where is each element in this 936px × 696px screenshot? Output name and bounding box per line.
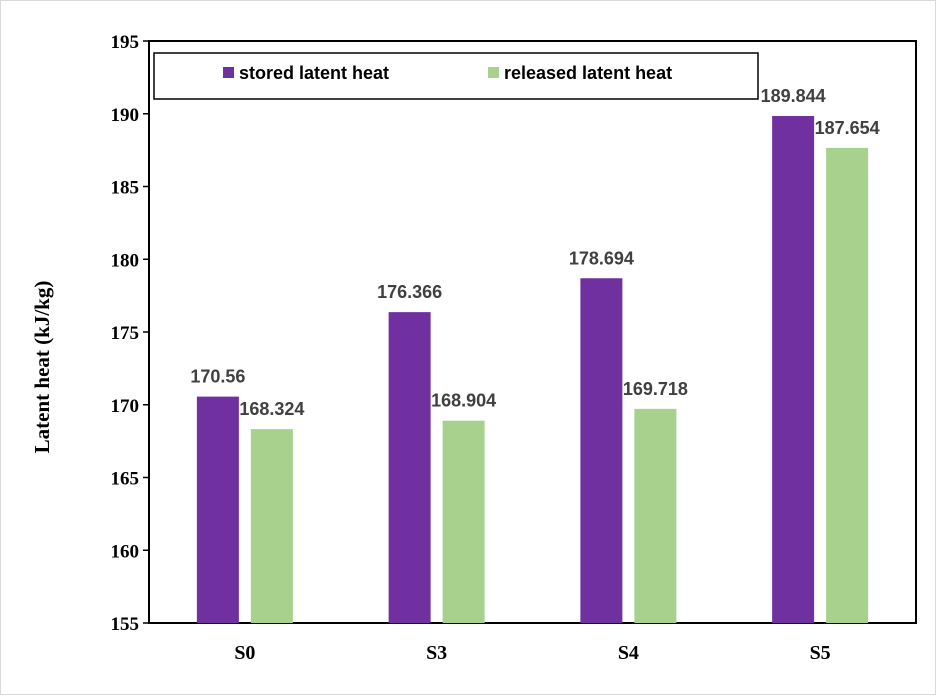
bar-stored-s5: [772, 116, 815, 623]
y-tick-label: 180: [111, 250, 140, 271]
bars: [196, 116, 869, 624]
y-tick-label: 170: [111, 396, 140, 417]
bar-released-s4: [634, 408, 677, 623]
legend-box: [153, 52, 759, 100]
data-label-stored-s5: 189.844: [761, 86, 826, 106]
data-labels: 170.56 168.324 176.366 168.904 178.694 169.71…: [190, 86, 879, 419]
x-tick-label-s0: S0: [234, 642, 255, 664]
data-label-released-s5: 187.654: [815, 118, 880, 138]
y-tick-label: 190: [111, 105, 140, 126]
data-label-stored-s4: 178.694: [569, 248, 634, 268]
legend-label-released: released latent heat: [504, 63, 672, 83]
data-label-released-s4: 169.718: [623, 379, 688, 399]
bar-released-s5: [826, 147, 869, 624]
y-axis-title: Latent heat (kJ/kg): [30, 281, 54, 454]
legend-swatch-stored: [223, 67, 234, 78]
legend: stored latent heat released latent heat: [153, 52, 759, 100]
bar-stored-s4: [580, 278, 623, 623]
x-tick-label-s3: S3: [426, 642, 447, 664]
data-label-stored-s0: 170.56: [190, 367, 245, 387]
bar-stored-s3: [388, 312, 431, 623]
x-tick-label-s4: S4: [618, 642, 639, 664]
legend-label-stored: stored latent heat: [239, 63, 389, 83]
bar-released-s3: [442, 420, 485, 623]
y-tick-label: 160: [111, 541, 140, 562]
x-axis: S0 S3 S4 S5: [234, 642, 830, 664]
data-label-released-s3: 168.904: [431, 391, 496, 411]
y-axis: 155 160 165 170 175 180 185 190 195: [111, 32, 149, 635]
bar-stored-s0: [196, 396, 239, 623]
data-label-released-s0: 168.324: [239, 399, 304, 419]
y-tick-label: 175: [111, 323, 140, 344]
legend-swatch-released: [488, 67, 499, 78]
data-label-stored-s3: 176.366: [377, 282, 442, 302]
y-tick-label: 165: [111, 469, 140, 490]
y-tick-label: 195: [111, 32, 140, 53]
bar-released-s0: [250, 429, 293, 623]
y-tick-label: 185: [111, 178, 140, 199]
y-tick-label: 155: [111, 614, 140, 635]
x-tick-label-s5: S5: [810, 642, 831, 664]
